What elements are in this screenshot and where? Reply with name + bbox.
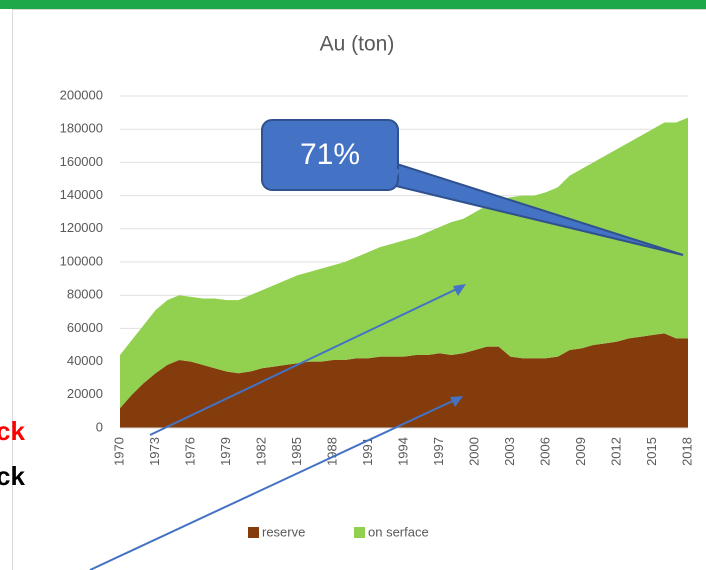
x-tick-label: 2003: [502, 437, 517, 466]
y-tick-label: 80000: [67, 287, 103, 302]
y-tick-label: 200000: [60, 87, 103, 102]
x-tick-label: 2006: [537, 437, 552, 466]
chart-title: Au (ton): [320, 33, 395, 56]
x-tick-label: 1994: [395, 437, 410, 466]
x-tick-label: 1976: [182, 437, 197, 466]
arrow: [149, 285, 464, 436]
callout-joint: [378, 160, 400, 184]
side-text: ck: [0, 461, 25, 491]
y-tick-label: 180000: [60, 121, 103, 136]
x-tick-label: 1973: [147, 437, 162, 466]
x-tick-label: 2009: [573, 437, 588, 466]
y-tick-label: 120000: [60, 220, 103, 235]
x-tick-label: 2018: [679, 437, 694, 466]
x-tick-label: 1997: [431, 437, 446, 466]
x-tick-label: 1991: [360, 437, 375, 466]
x-tick-label: 1982: [253, 437, 268, 466]
x-tick-label: 2012: [608, 437, 623, 466]
y-tick-label: 0: [96, 419, 103, 434]
y-tick-label: 140000: [60, 187, 103, 202]
x-tick-label: 2015: [644, 437, 659, 466]
legend-label: reserve: [262, 524, 305, 539]
x-tick-label: 1988: [324, 437, 339, 466]
callout-text: 71%: [300, 138, 360, 171]
area: [120, 117, 688, 409]
side-text: ck: [0, 416, 25, 446]
arrow-head: [450, 396, 463, 407]
area: [120, 333, 688, 428]
y-tick-label: 40000: [67, 353, 103, 368]
callout: 71%: [261, 119, 684, 256]
x-tick-label: 1970: [111, 437, 126, 466]
legend-swatch: [354, 527, 365, 538]
legend-label: on serface: [368, 524, 429, 539]
x-tick-label: 1979: [218, 437, 233, 466]
y-tick-label: 160000: [60, 154, 103, 169]
x-tick-label: 1985: [289, 437, 304, 466]
y-tick-label: 60000: [67, 320, 103, 335]
x-tick-label: 2000: [466, 437, 481, 466]
y-tick-label: 20000: [67, 386, 103, 401]
callout-box: [261, 119, 399, 191]
plot: 0 20000 40000 60000 80000 100000 120000 140000 1…: [60, 87, 695, 539]
arrow-head: [453, 284, 466, 296]
arrow: [89, 397, 460, 570]
y-tick-label: 100000: [60, 253, 103, 268]
top-bar: [0, 0, 706, 9]
legend-swatch: [248, 527, 259, 538]
